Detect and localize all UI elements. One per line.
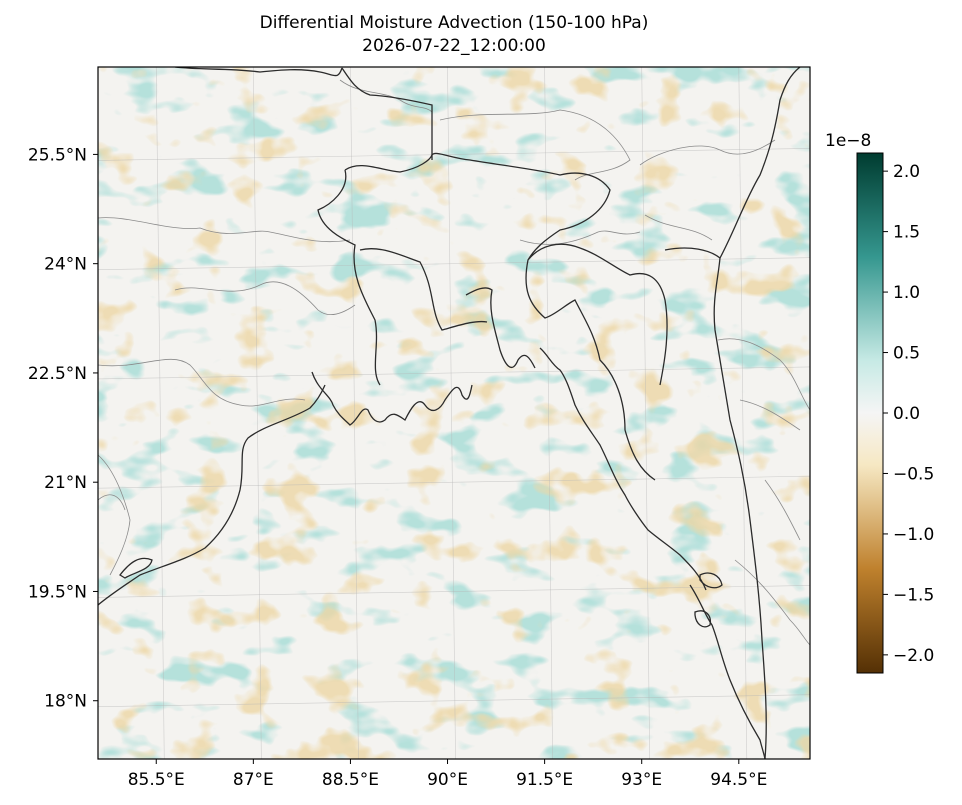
x-tick-label: 91.5°E [516,770,573,790]
gridline-lon [641,67,651,759]
x-tick-label: 94.5°E [710,770,767,790]
gridline-lon [544,67,553,759]
colorbar-tick-label: −2.0 [893,646,934,666]
colorbar-tick-label: 0.0 [893,404,920,424]
gridline-lon [447,67,456,759]
gridline-lon [350,67,359,759]
map-subtitle: 2026-07-22_12:00:00 [362,36,546,56]
x-tick-label: 85.5°E [128,770,185,790]
y-tick-label: 22.5°N [28,364,87,384]
colorbar-gradient [856,152,884,674]
gridline-lon [155,67,165,759]
y-tick-label: 24°N [44,255,87,275]
x-axis: 85.5°E 87°E 88.5°E 90°E 91.5°E 93°E 94.5°E [128,759,767,790]
colorbar-tick-label: −1.5 [893,585,934,605]
y-tick-label: 18°N [44,692,87,712]
y-tick-label: 25.5°N [28,145,87,165]
gridline-lat [98,366,810,380]
map-title: Differential Moisture Advection (150-100… [259,13,649,33]
gridline-lat [98,475,810,489]
state-boundaries [98,79,810,646]
x-tick-label: 90°E [427,770,468,790]
gridline-lon [253,67,262,759]
x-tick-label: 87°E [233,770,274,790]
colorbar-tick-label: 0.5 [893,344,920,364]
colorbar-tick-label: −1.0 [893,525,934,545]
x-tick-label: 88.5°E [322,770,379,790]
gridline-lat [98,257,810,270]
gridlines [98,67,810,759]
gridline-lat [98,148,810,161]
gridline-lon [738,67,748,759]
gridline-lat [98,694,810,708]
y-tick-label: 19.5°N [28,582,87,602]
x-tick-label: 93°E [621,770,662,790]
y-axis: 25.5°N 24°N 22.5°N 21°N 19.5°N 18°N [28,145,98,712]
colorbar-exponent: 1e−8 [825,131,871,151]
field-layer [98,67,810,759]
colorbar-ticks: 2.0 1.5 1.0 0.5 0.0 −0.5 −1.0 −1.5 −2.0 [883,162,934,666]
colorbar-tick-label: −0.5 [893,464,934,484]
colorbar: 1e−8 2.0 1.5 1.0 0.5 0.0 −0.5 −1.0 −1.5 −2.0 [825,131,934,674]
colorbar-tick-label: 2.0 [893,162,920,182]
colorbar-tick-label: 1.5 [893,223,920,243]
plot-frame [97,66,811,760]
y-tick-label: 21°N [44,473,87,493]
coastlines-and-borders [98,67,801,759]
colorbar-tick-label: 1.0 [893,283,920,303]
